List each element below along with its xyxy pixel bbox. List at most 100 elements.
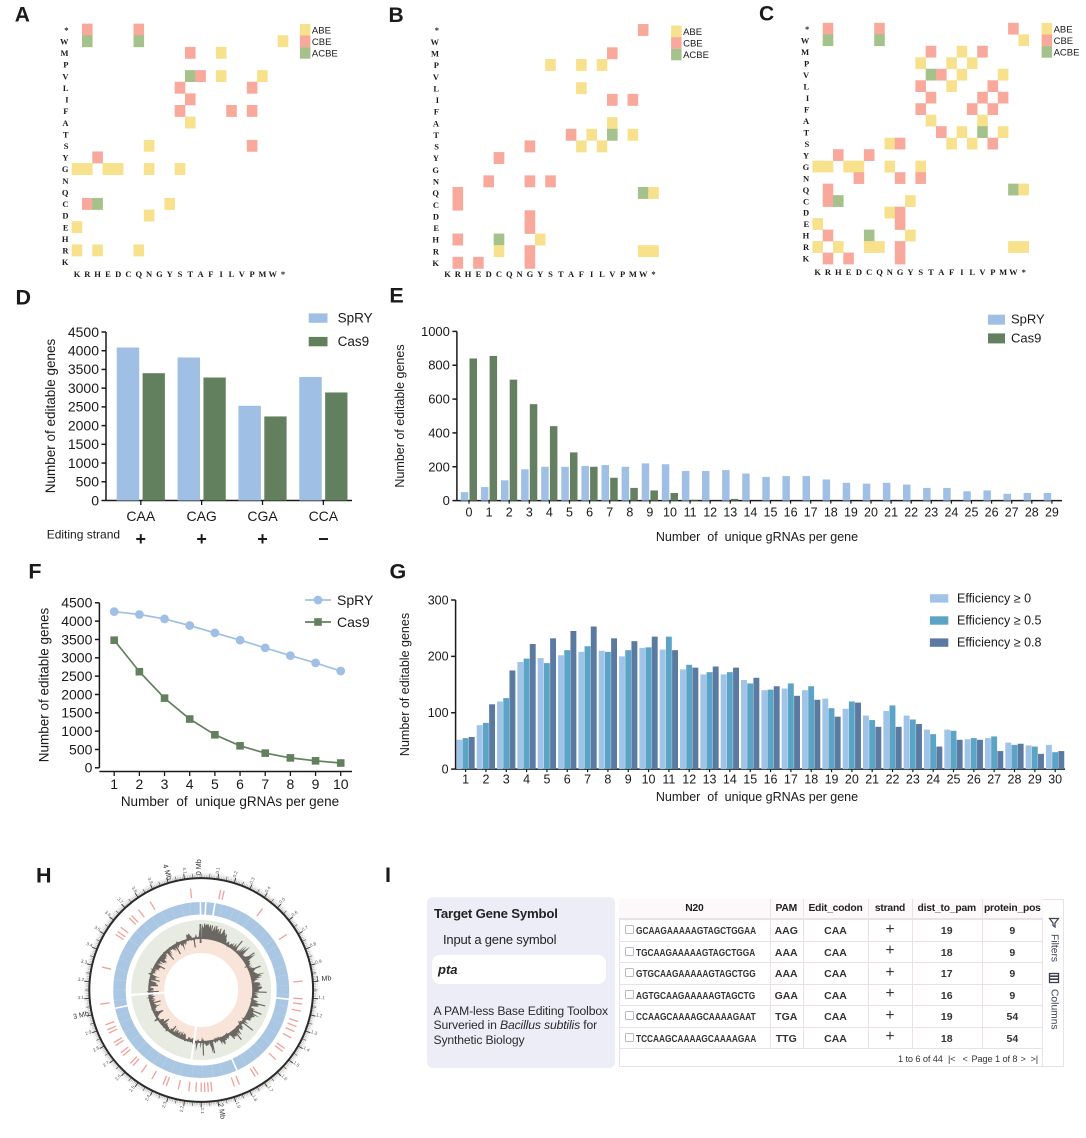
- svg-text:0.9: 0.9: [315, 958, 323, 964]
- svg-text:T: T: [804, 127, 810, 137]
- svg-text:D: D: [486, 269, 492, 279]
- svg-text:R: R: [455, 269, 462, 279]
- svg-text:2.7: 2.7: [102, 1060, 110, 1068]
- svg-text:C: C: [496, 269, 502, 279]
- svg-text:1500: 1500: [68, 436, 99, 452]
- svg-text:CAG: CAG: [186, 508, 216, 524]
- svg-text:19: 19: [825, 773, 839, 787]
- svg-text:27: 27: [1005, 506, 1019, 520]
- svg-text:14: 14: [723, 773, 737, 787]
- svg-text:E: E: [63, 222, 69, 232]
- svg-text:M: M: [258, 269, 266, 279]
- svg-text:Number of editable genes: Number of editable genes: [393, 344, 407, 487]
- svg-text:28: 28: [1008, 773, 1022, 787]
- svg-text:W: W: [639, 269, 648, 279]
- svg-text:300: 300: [428, 593, 449, 607]
- svg-text:0.6: 0.6: [291, 909, 299, 917]
- svg-text:3.6: 3.6: [104, 910, 112, 918]
- svg-text:C: C: [125, 269, 131, 279]
- svg-text:A: A: [198, 269, 205, 279]
- svg-text:0 Mb: 0 Mb: [194, 859, 203, 875]
- svg-text:1.4: 1.4: [302, 1045, 310, 1053]
- svg-text:H: H: [835, 267, 842, 277]
- svg-text:SpRY: SpRY: [337, 592, 374, 608]
- svg-text:F: F: [949, 267, 954, 277]
- svg-text:P: P: [249, 269, 254, 279]
- svg-text:Y: Y: [803, 150, 809, 160]
- svg-text:20: 20: [845, 773, 859, 787]
- svg-text:27: 27: [987, 773, 1001, 787]
- svg-text:H: H: [62, 234, 69, 244]
- svg-text:1: 1: [486, 506, 493, 520]
- svg-text:17: 17: [784, 773, 798, 787]
- svg-text:9: 9: [312, 776, 320, 792]
- svg-text:E: E: [105, 269, 111, 279]
- svg-text:1: 1: [110, 776, 118, 792]
- svg-text:I: I: [65, 95, 69, 105]
- svg-text:6: 6: [586, 506, 593, 520]
- svg-text:D: D: [62, 211, 68, 221]
- svg-text:0.4: 0.4: [264, 885, 272, 893]
- svg-text:4000: 4000: [61, 613, 92, 629]
- svg-text:3.2: 3.2: [78, 977, 85, 982]
- svg-text:4.1: 4.1: [182, 867, 188, 875]
- svg-text:7: 7: [606, 506, 613, 520]
- svg-text:3500: 3500: [61, 631, 92, 647]
- svg-text:G: G: [803, 162, 810, 172]
- svg-text:Q: Q: [506, 269, 513, 279]
- svg-text:4500: 4500: [68, 324, 99, 340]
- svg-text:6: 6: [236, 776, 244, 792]
- svg-text:2000: 2000: [68, 417, 99, 433]
- svg-text:22: 22: [886, 773, 900, 787]
- svg-text:4500: 4500: [61, 595, 92, 611]
- svg-text:L: L: [599, 269, 605, 279]
- svg-text:CBE: CBE: [683, 39, 703, 50]
- svg-text:W: W: [60, 36, 69, 46]
- svg-text:S: S: [548, 269, 553, 279]
- svg-text:CBE: CBE: [312, 37, 332, 48]
- svg-text:S: S: [64, 141, 69, 151]
- svg-text:12: 12: [682, 773, 696, 787]
- svg-text:M: M: [629, 269, 637, 279]
- svg-text:13: 13: [723, 506, 737, 520]
- svg-text:600: 600: [428, 392, 450, 407]
- svg-text:1.2: 1.2: [315, 1012, 323, 1018]
- svg-text:E: E: [389, 284, 403, 308]
- svg-text:ACBE: ACBE: [312, 49, 338, 60]
- svg-text:2.1: 2.1: [200, 1107, 205, 1114]
- svg-text:16: 16: [764, 773, 778, 787]
- svg-text:E: E: [476, 269, 482, 279]
- svg-text:2: 2: [506, 506, 513, 520]
- svg-text:P: P: [620, 269, 625, 279]
- svg-text:A: A: [15, 4, 30, 27]
- svg-text:F: F: [63, 106, 68, 116]
- svg-text:K: K: [432, 258, 439, 268]
- svg-text:M: M: [431, 48, 439, 58]
- svg-text:17: 17: [804, 506, 818, 520]
- svg-text:K: K: [62, 257, 69, 267]
- svg-text:G: G: [390, 559, 407, 583]
- svg-text:3.3: 3.3: [80, 959, 88, 965]
- svg-text:Y: Y: [537, 269, 543, 279]
- svg-text:G: G: [897, 267, 904, 277]
- svg-text:Y: Y: [62, 153, 68, 163]
- svg-text:SpRY: SpRY: [338, 311, 373, 326]
- svg-text:1.8: 1.8: [251, 1094, 258, 1102]
- svg-text:18: 18: [824, 506, 838, 520]
- svg-text:1.6: 1.6: [280, 1073, 288, 1081]
- svg-text:F: F: [434, 107, 439, 117]
- svg-text:M: M: [60, 48, 68, 58]
- svg-text:3000: 3000: [61, 650, 92, 666]
- svg-text:B: B: [389, 4, 404, 27]
- svg-text:P: P: [434, 60, 439, 70]
- svg-text:Q: Q: [876, 267, 883, 277]
- svg-text:I: I: [220, 269, 224, 279]
- svg-text:V: V: [433, 72, 440, 82]
- svg-text:11: 11: [662, 773, 675, 787]
- svg-text:9: 9: [625, 773, 632, 787]
- svg-text:4000: 4000: [68, 343, 99, 359]
- svg-text:5: 5: [543, 773, 550, 787]
- svg-text:1500: 1500: [61, 705, 92, 721]
- svg-text:CBE: CBE: [1054, 36, 1074, 47]
- svg-text:0.5: 0.5: [278, 896, 286, 904]
